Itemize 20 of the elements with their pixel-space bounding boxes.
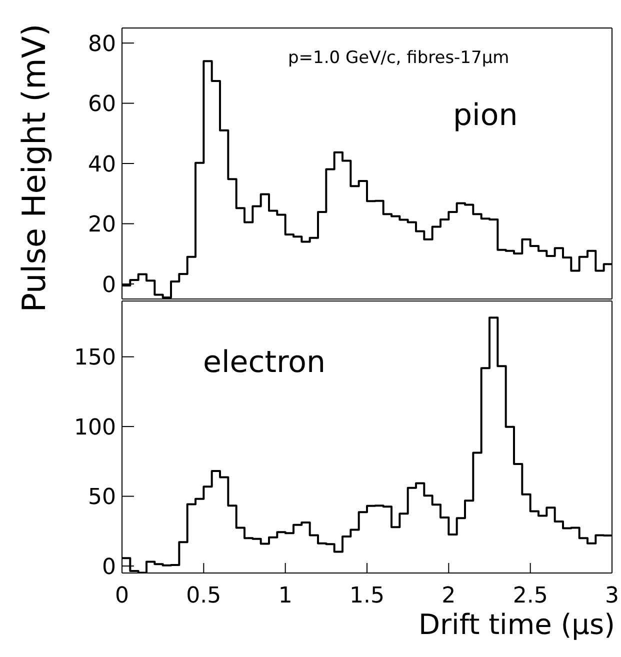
- x-tick-label: 1.5: [350, 584, 384, 609]
- y-tick-label: 0: [102, 554, 116, 580]
- y-tick-label: 40: [88, 152, 116, 178]
- y-tick-label: 60: [88, 92, 116, 118]
- y-tick-label: 0: [102, 272, 116, 298]
- annotation: p=1.0 GeV/c, fibres-17μm: [288, 48, 510, 68]
- y-tick-label: 20: [88, 212, 116, 238]
- x-tick-label: 3: [605, 584, 619, 609]
- y-axis-title: Pulse Height (mV): [15, 24, 53, 312]
- x-tick-label: 1: [278, 584, 292, 609]
- annotation: electron: [203, 345, 326, 380]
- y-tick-label: 150: [74, 346, 116, 371]
- x-tick-label: 2.5: [512, 584, 548, 609]
- y-tick-label: 100: [74, 415, 116, 440]
- x-tick-label: 0.5: [186, 584, 222, 609]
- x-axis-title: Drift time (μs): [418, 608, 615, 641]
- annotation: pion: [453, 98, 518, 133]
- y-tick-label: 50: [88, 485, 116, 510]
- y-tick-label: 80: [88, 32, 116, 57]
- x-tick-label: 2: [442, 584, 456, 609]
